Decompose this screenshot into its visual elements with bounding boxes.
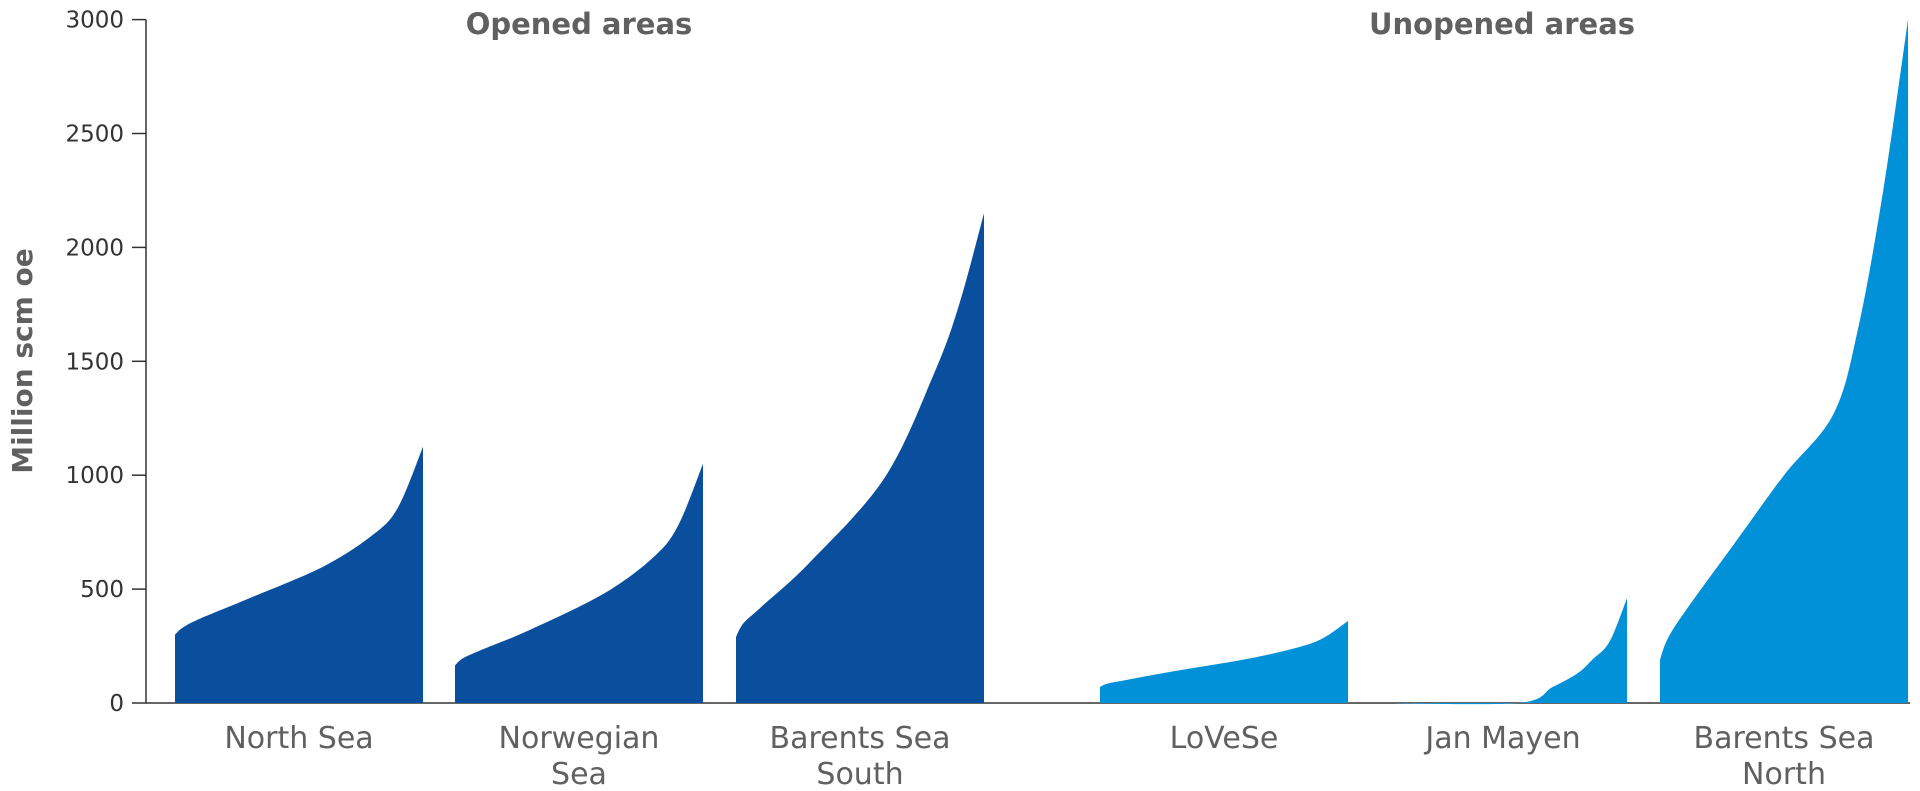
y-tick-label: 2000 [65, 235, 124, 261]
y-axis-title: Million scm oe [6, 248, 39, 474]
category-label: North [1742, 757, 1826, 791]
y-tick-label: 1000 [65, 463, 124, 489]
group-header: Opened areas [466, 7, 693, 41]
category-label: LoVeSe [1170, 721, 1279, 756]
y-tick-label: 0 [109, 691, 124, 717]
category-label: Norwegian [499, 721, 660, 756]
area-barents-sea-south [736, 213, 984, 704]
category-label: North Sea [224, 721, 373, 756]
area-norwegian-sea [455, 463, 703, 703]
area-barents-sea-north [1660, 19, 1908, 704]
y-tick-label: 2500 [65, 122, 124, 148]
category-label: Barents Sea [770, 721, 951, 756]
y-tick-label: 3000 [65, 8, 124, 34]
category-label: Jan Mayen [1423, 721, 1580, 756]
area-lovese [1100, 620, 1348, 703]
category-label: South [816, 757, 903, 791]
category-label: Sea [551, 757, 607, 791]
category-label: Barents Sea [1694, 721, 1875, 756]
y-tick-label: 500 [80, 577, 124, 603]
area-north-sea [175, 446, 423, 703]
area-jan-mayen [1379, 598, 1627, 705]
y-tick-label: 1500 [65, 349, 124, 375]
group-header: Unopened areas [1369, 7, 1635, 41]
